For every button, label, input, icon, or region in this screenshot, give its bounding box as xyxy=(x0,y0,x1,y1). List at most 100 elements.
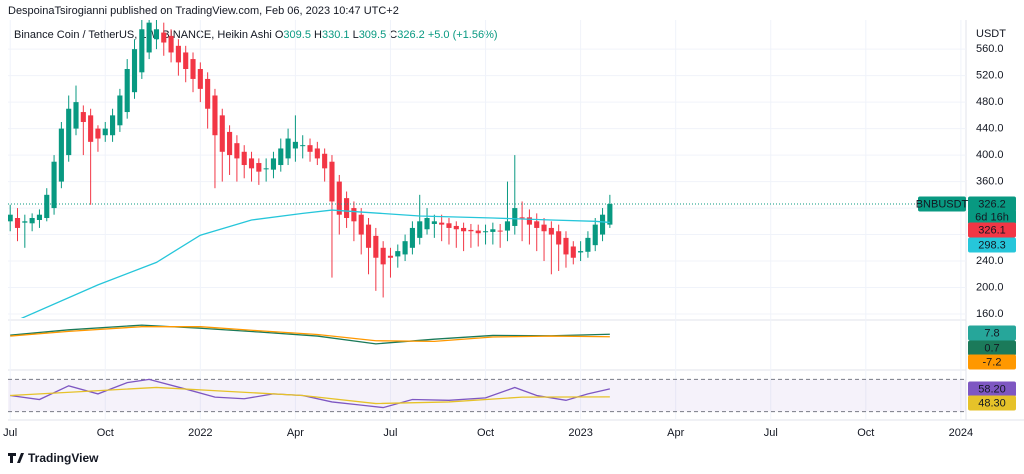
candle-body xyxy=(197,69,203,89)
candle-body xyxy=(139,29,145,73)
indicator-line xyxy=(10,326,610,343)
candle-body xyxy=(453,225,459,230)
x-tick-label: 2023 xyxy=(568,427,592,439)
candle-body xyxy=(607,203,613,225)
rsi-band-fill xyxy=(8,379,966,412)
histogram-label: 7.8 xyxy=(984,327,999,339)
countdown-tag: 6d 16h xyxy=(975,211,1009,223)
candle-body xyxy=(365,224,372,248)
candle-body xyxy=(183,52,189,70)
indicator-line xyxy=(10,378,611,409)
last-price-tag-bg xyxy=(968,196,1016,212)
candle-body xyxy=(234,143,240,159)
x-tick-label: Oct xyxy=(97,427,114,439)
x-tick-label: Oct xyxy=(857,427,874,439)
candle-body xyxy=(241,151,247,166)
rsi-pane xyxy=(8,378,966,413)
last-price-tag: 326.2 xyxy=(978,198,1006,210)
candle-body xyxy=(504,221,511,231)
publisher-line: DespoinaTsirogianni published on Trading… xyxy=(8,5,399,17)
moving-average xyxy=(20,209,610,318)
candle-body xyxy=(336,181,342,215)
legend-change: +5.0 (+1.56%) xyxy=(428,29,498,41)
candle-body xyxy=(146,22,152,53)
candle-body xyxy=(153,29,160,40)
candle-body xyxy=(300,145,306,147)
candle-body xyxy=(585,237,591,252)
y-tick-label: 400.0 xyxy=(976,149,1004,161)
y-tick-label: 560.0 xyxy=(976,43,1004,55)
candle-body xyxy=(256,163,262,172)
candle-body xyxy=(556,231,562,245)
candle-body xyxy=(512,208,518,226)
candle-body xyxy=(22,221,28,223)
candle-body xyxy=(417,221,423,238)
y-tick-label: 160.0 xyxy=(976,308,1004,320)
indicator-label: -7.2 xyxy=(983,356,1002,368)
candle-body xyxy=(592,224,598,246)
axis-unit: USDT xyxy=(976,28,1006,40)
histogram-label-bg xyxy=(968,325,1016,341)
candle-body xyxy=(292,141,298,149)
indicator-line xyxy=(10,386,610,405)
candle-body xyxy=(227,131,233,156)
candle-body xyxy=(475,230,481,234)
y-tick-label: 480.0 xyxy=(976,96,1004,108)
candle-body xyxy=(307,145,313,152)
brand-logo: TradingView xyxy=(8,451,99,465)
candle-body xyxy=(497,230,503,232)
candle-body xyxy=(175,45,181,63)
candle-body xyxy=(563,237,569,255)
legend-value: 330.1 xyxy=(322,29,350,41)
legend-value: 309.5 xyxy=(283,29,311,41)
candle-body xyxy=(541,224,547,232)
macd-pane xyxy=(10,324,610,345)
legend-value: 309.5 xyxy=(359,29,387,41)
candle-body xyxy=(329,161,335,202)
price-label-bg xyxy=(968,222,1016,238)
indicator-label: 0.7 xyxy=(984,342,999,354)
indicator-label-bg xyxy=(968,340,1016,356)
candle-body xyxy=(117,95,123,126)
candle-body xyxy=(110,115,116,136)
legend: Binance Coin / TetherUS, 1W, BINANCE, He… xyxy=(14,29,498,41)
candle-body xyxy=(66,108,72,156)
candle-body xyxy=(373,235,379,258)
candle-body xyxy=(461,227,467,232)
legend-label: L xyxy=(353,29,359,41)
y-tick-label: 440.0 xyxy=(976,123,1004,135)
candle-body xyxy=(395,251,401,257)
candle-body xyxy=(519,217,525,219)
x-tick-label: Apr xyxy=(667,427,684,439)
candle-body xyxy=(73,102,79,129)
candle-body xyxy=(161,32,167,43)
indicator-label-bg xyxy=(968,395,1016,411)
candle-body xyxy=(387,255,394,258)
legend-label: C xyxy=(389,29,397,41)
candle-body xyxy=(570,246,576,258)
y-tick-label: 200.0 xyxy=(976,281,1004,293)
candle-body xyxy=(402,241,408,255)
x-tick-label: Oct xyxy=(477,427,494,439)
candle-body xyxy=(14,218,21,228)
candles xyxy=(8,20,613,318)
legend-label: O xyxy=(275,29,284,41)
candle-body xyxy=(168,35,174,53)
candle-body xyxy=(344,198,350,219)
candle-body xyxy=(351,208,357,222)
candle-body xyxy=(44,194,50,219)
indicator-label: 58.20 xyxy=(978,383,1006,395)
candle-body xyxy=(548,227,554,235)
candle-body xyxy=(8,214,13,222)
candle-body xyxy=(263,168,269,170)
candle-body xyxy=(285,138,291,159)
candle-body xyxy=(534,221,540,228)
candle-body xyxy=(482,231,489,233)
candle-body xyxy=(219,115,225,152)
candle-body xyxy=(468,229,474,232)
price-label-bg xyxy=(968,237,1016,253)
indicator-label-bg xyxy=(968,354,1016,370)
brand-name: TradingView xyxy=(28,451,99,465)
candle-body xyxy=(424,218,430,230)
logo-mark xyxy=(8,453,24,463)
